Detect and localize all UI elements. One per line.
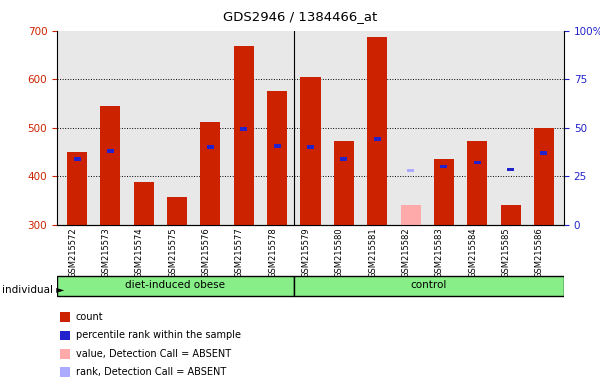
Text: count: count xyxy=(76,312,103,322)
Text: GSM215579: GSM215579 xyxy=(302,227,311,278)
Text: GSM215583: GSM215583 xyxy=(435,227,444,278)
Text: GSM215578: GSM215578 xyxy=(268,227,277,278)
Bar xyxy=(440,165,448,168)
Bar xyxy=(474,161,481,164)
Text: GSM215574: GSM215574 xyxy=(135,227,144,278)
Bar xyxy=(100,106,121,225)
Text: GSM215582: GSM215582 xyxy=(401,227,410,278)
Bar xyxy=(234,46,254,225)
Bar xyxy=(434,159,454,225)
Text: GDS2946 / 1384466_at: GDS2946 / 1384466_at xyxy=(223,10,377,23)
Bar xyxy=(167,197,187,225)
Text: GSM215577: GSM215577 xyxy=(235,227,244,278)
Bar xyxy=(200,122,220,225)
FancyBboxPatch shape xyxy=(294,276,564,296)
Bar xyxy=(301,77,320,225)
Bar xyxy=(340,157,347,161)
Bar xyxy=(334,141,354,225)
Text: GSM215575: GSM215575 xyxy=(168,227,177,278)
Bar xyxy=(507,168,514,171)
Text: GSM215581: GSM215581 xyxy=(368,227,377,278)
Bar xyxy=(274,144,281,148)
Bar xyxy=(240,127,247,131)
Bar xyxy=(401,205,421,225)
Text: GSM215573: GSM215573 xyxy=(101,227,110,278)
Bar xyxy=(107,149,114,153)
Text: GSM215572: GSM215572 xyxy=(68,227,77,278)
Bar xyxy=(541,151,547,155)
Text: GSM215576: GSM215576 xyxy=(202,227,211,278)
Bar xyxy=(407,169,414,172)
Bar xyxy=(207,146,214,149)
Text: GSM215585: GSM215585 xyxy=(502,227,511,278)
Text: percentile rank within the sample: percentile rank within the sample xyxy=(76,330,241,340)
Bar xyxy=(467,141,487,225)
Bar xyxy=(134,182,154,225)
Text: control: control xyxy=(411,280,447,290)
Text: GSM215586: GSM215586 xyxy=(535,227,544,278)
Text: GSM215584: GSM215584 xyxy=(468,227,477,278)
Text: value, Detection Call = ABSENT: value, Detection Call = ABSENT xyxy=(76,349,231,359)
Bar xyxy=(500,205,521,225)
Bar xyxy=(267,91,287,225)
Text: GSM215580: GSM215580 xyxy=(335,227,344,278)
Text: diet-induced obese: diet-induced obese xyxy=(125,280,226,290)
Bar xyxy=(534,128,554,225)
FancyBboxPatch shape xyxy=(57,276,294,296)
Bar xyxy=(67,152,87,225)
Bar xyxy=(367,36,387,225)
Bar xyxy=(74,157,80,161)
Text: rank, Detection Call = ABSENT: rank, Detection Call = ABSENT xyxy=(76,367,226,377)
Bar xyxy=(307,146,314,149)
Bar xyxy=(374,137,381,141)
Text: individual ►: individual ► xyxy=(2,285,65,295)
